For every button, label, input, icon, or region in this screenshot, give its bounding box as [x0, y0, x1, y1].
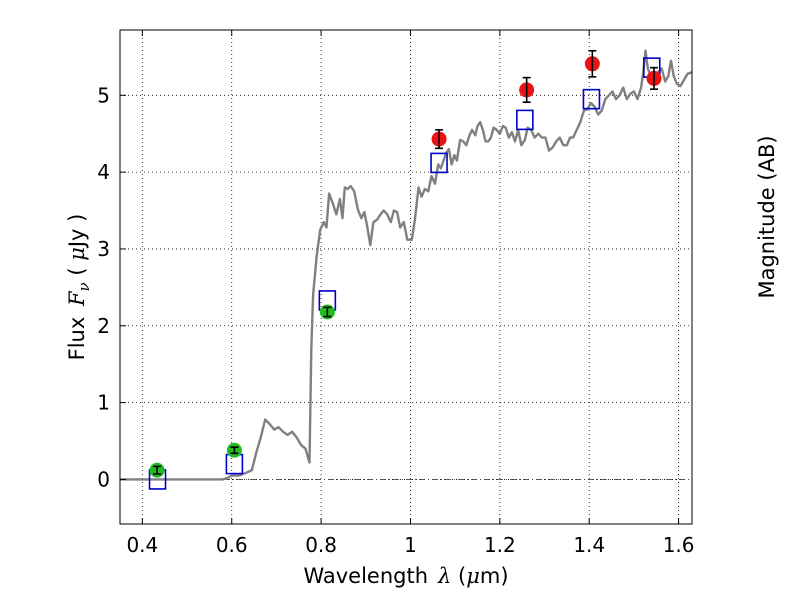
data-layer [120, 49, 692, 490]
plot-frame [119, 29, 693, 525]
y-tick-label: 0 [97, 467, 110, 491]
model-photometry-square [516, 109, 534, 131]
x-tick-label: 1 [404, 533, 417, 557]
y2-axis-label: Magnitude (AB) [755, 135, 779, 298]
y-tick-label: 4 [97, 160, 110, 184]
x-tick-label: 0.6 [216, 533, 248, 557]
model-photometry-square [430, 152, 448, 174]
y-tick-label: 3 [97, 237, 110, 261]
x-tick-label: 1.6 [663, 533, 695, 557]
model-spectrum-line [120, 49, 692, 481]
grid [120, 30, 692, 524]
x-tick-label: 1.4 [573, 533, 605, 557]
model-photometry-square [582, 88, 601, 110]
y-tick-label: 1 [97, 391, 110, 415]
ticks [120, 30, 680, 524]
x-tick-label: 0.8 [305, 533, 337, 557]
y-tick-label: 5 [97, 83, 110, 107]
x-tick-label: 0.4 [126, 533, 158, 557]
y-axis-label: Flux Fν ( μJy ) [65, 214, 93, 361]
x-axis-label: Wavelength λ (μm) [303, 564, 508, 588]
y-tick-label: 2 [97, 314, 110, 338]
tick-labels: 0.40.60.811.21.41.60123452222.222.52323.… [97, 83, 695, 557]
x-tick-label: 1.2 [484, 533, 516, 557]
